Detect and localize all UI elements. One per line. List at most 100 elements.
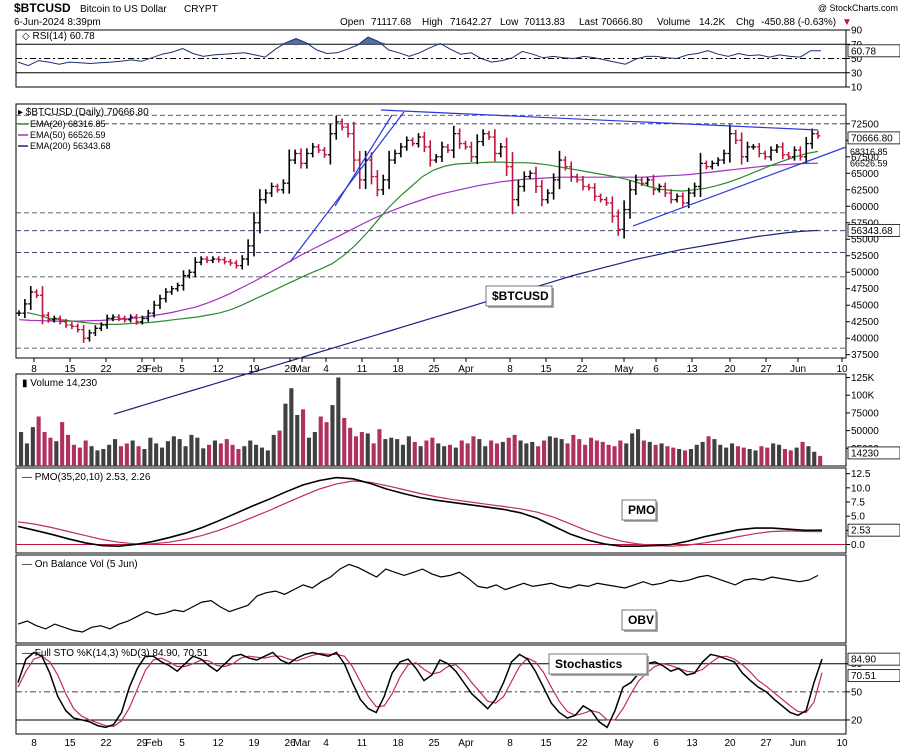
legend-entry-0: EMA(20) 68316.85 (30, 119, 106, 129)
volume-bar-15 (107, 444, 112, 466)
pmo-line (17, 476, 823, 548)
volume-tick-label-2: 75000 (851, 408, 879, 419)
volume-bar-37 (236, 449, 241, 466)
volume-bar-77 (471, 436, 476, 466)
last-value: 70666.80 (601, 17, 643, 28)
volume-bar-100 (606, 444, 611, 466)
volume-bar-111 (671, 447, 676, 466)
volume-bar-122 (735, 446, 740, 466)
pmo-signal-line (17, 480, 823, 547)
volume-bar-65 (400, 444, 405, 466)
volume-bar-26 (171, 436, 176, 466)
ema50-line (18, 162, 819, 322)
bottom-xtick-15: 8 (507, 738, 513, 749)
obv-panel-label-box (621, 609, 657, 631)
price-xtick-24: 10 (836, 364, 848, 375)
volume-bar-7 (60, 422, 65, 466)
volume-bar-95 (577, 439, 582, 466)
volume-bar-101 (612, 446, 617, 466)
volume-bar-21 (142, 449, 147, 466)
volume-bar-55 (342, 417, 347, 466)
volume-bar-75 (459, 440, 464, 466)
volume-bar-44 (277, 430, 282, 466)
high-label: High (422, 17, 443, 28)
price-tick-label-8: 52500 (851, 251, 879, 262)
trendline-2 (632, 146, 847, 227)
rsi-tick-label-3: 30 (851, 68, 863, 79)
open-value: 71117.68 (371, 17, 412, 28)
volume-bar-115 (694, 444, 699, 466)
volume-bar-17 (118, 446, 123, 466)
volume-bar-31 (201, 448, 206, 466)
bottom-xtick-20: 13 (686, 738, 698, 749)
price-tick-label-7: 55000 (851, 235, 879, 246)
volume-bar-35 (224, 439, 229, 466)
volume-bar-86 (524, 443, 529, 466)
volume-bar-2 (30, 427, 35, 466)
price-xtick-20: 13 (686, 364, 698, 375)
volume-bar-119 (718, 444, 723, 466)
rsi-tick-label-0: 90 (851, 26, 863, 37)
volume-bar-107 (647, 441, 652, 466)
volume-bar-29 (189, 434, 194, 466)
volume-bar-59 (365, 433, 370, 466)
volume-bar-27 (177, 439, 182, 466)
chg-value: -450.88 (-0.63%) (761, 17, 836, 28)
volume-bar-3 (36, 416, 41, 466)
volume-bar-136 (818, 455, 823, 466)
volume-bar-46 (289, 388, 294, 466)
volume-bar-88 (536, 446, 541, 466)
rsi-title: ◇ RSI(14) 60.78 (22, 31, 95, 42)
volume-bar-41 (259, 447, 264, 466)
price-xtick-8: 26 (284, 364, 296, 375)
bottom-xtick-14: Apr (458, 738, 474, 749)
volume-bar-58 (359, 432, 364, 466)
volume-bar-4 (42, 432, 47, 466)
low-value: 70113.83 (524, 17, 565, 28)
volume-bar-48 (301, 409, 306, 466)
sto-tick-label-2: 20 (851, 715, 863, 726)
volume-bar-123 (741, 447, 746, 466)
price-xtick-15: 8 (507, 364, 513, 375)
price-tick-label-12: 42500 (851, 317, 879, 328)
volume-bar-16 (113, 439, 118, 466)
volume-bar-135 (812, 451, 817, 466)
volume-bar-120 (724, 447, 729, 466)
volume-bar-74 (453, 447, 458, 466)
volume-bar-8 (66, 434, 71, 466)
volume-bar-114 (688, 449, 693, 466)
legend-entry-2: EMA(200) 56343.68 (30, 141, 111, 151)
chart-layer: 907050301060.78◇ RSI(14) 60.787250070000… (15, 26, 900, 749)
volume-bar-91 (553, 437, 558, 466)
volume-bar-133 (800, 441, 805, 466)
obv-panel-label: OBV (628, 613, 654, 627)
price-xtick-6: 12 (212, 364, 224, 375)
volume-bar-52 (324, 422, 329, 466)
price-xtick-5: 5 (179, 364, 185, 375)
sto-tick-label-1: 50 (851, 687, 863, 698)
price-tick-label-10: 47500 (851, 284, 879, 295)
volume-bar-110 (665, 446, 670, 466)
ema200-value-label: 56343.68 (851, 226, 893, 237)
ema50-value-label: 66526.59 (850, 159, 888, 169)
rsi-last-value-box (847, 44, 900, 58)
volume-bar-126 (759, 446, 764, 466)
volume-bar-22 (148, 437, 153, 466)
rsi-last-value: 60.78 (851, 46, 876, 57)
ema20-value-label: 68316.85 (850, 147, 888, 157)
price-title: ▸ $BTCUSD (Daily) 70666.80 (18, 107, 149, 118)
sto-panel-label-box (548, 653, 648, 675)
volume-bar-99 (600, 441, 605, 466)
high-value: 71642.27 (450, 17, 492, 28)
price-tick-label-2: 67500 (851, 152, 879, 163)
volume-bar-93 (565, 443, 570, 466)
pmo-last-value: 2.53 (851, 526, 871, 537)
volume-last-value: 14230 (851, 448, 879, 459)
bottom-xtick-9: Mar (293, 738, 311, 749)
pmo-panel-label: PMO (628, 503, 655, 517)
volume-bar-85 (518, 440, 523, 466)
volume-bar-69 (424, 440, 429, 466)
price-tick-label-0: 72500 (851, 119, 879, 130)
volume-bar-80 (489, 440, 494, 466)
volume-tick-label-1: 100K (851, 391, 875, 402)
